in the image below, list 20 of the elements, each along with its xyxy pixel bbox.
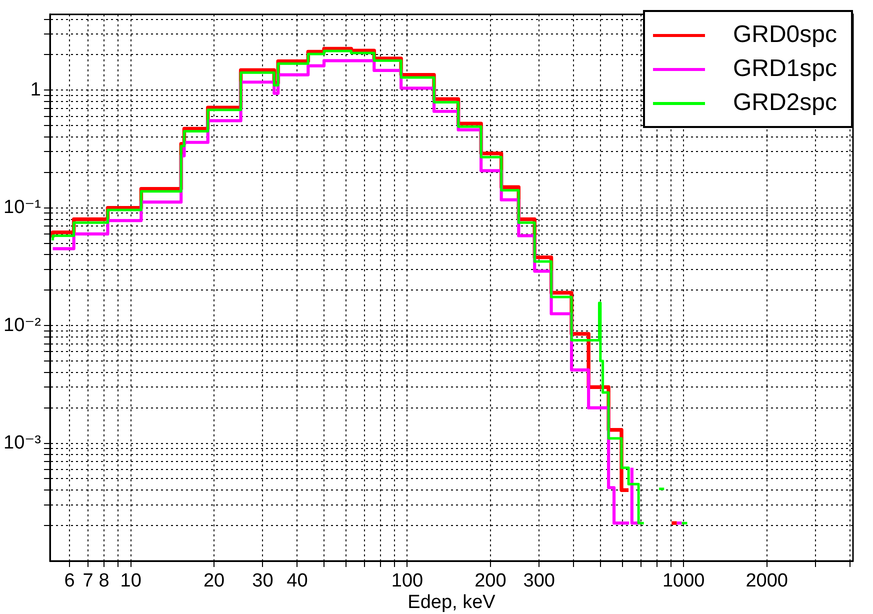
legend-label: GRD1spc (732, 54, 837, 84)
y-tick-label: 10⁻³ (4, 432, 41, 454)
x-tick-label: 6 (64, 570, 75, 592)
y-tick-label: 1 (30, 79, 41, 100)
x-tick-label: 8 (98, 570, 110, 592)
y-tick-label: 10⁻² (4, 314, 41, 336)
x-axis-title: Edep, keV (408, 592, 496, 613)
x-tick-label: 1000 (662, 570, 705, 592)
x-tick-label: 100 (391, 570, 424, 592)
y-tick-label: 10⁻¹ (4, 197, 41, 218)
x-tick-label: 300 (523, 570, 555, 592)
x-tick-label: 30 (252, 570, 274, 592)
x-tick-label: 200 (474, 570, 506, 592)
legend-label: GRD2spc (732, 88, 837, 118)
x-tick-label: 2000 (746, 570, 788, 592)
x-tick-label: 40 (286, 570, 308, 592)
x-tick-label: 7 (82, 570, 94, 592)
x-tick-label: 20 (203, 570, 225, 592)
x-tick-label: 10 (120, 570, 142, 592)
legend-label: GRD0spc (732, 20, 837, 50)
